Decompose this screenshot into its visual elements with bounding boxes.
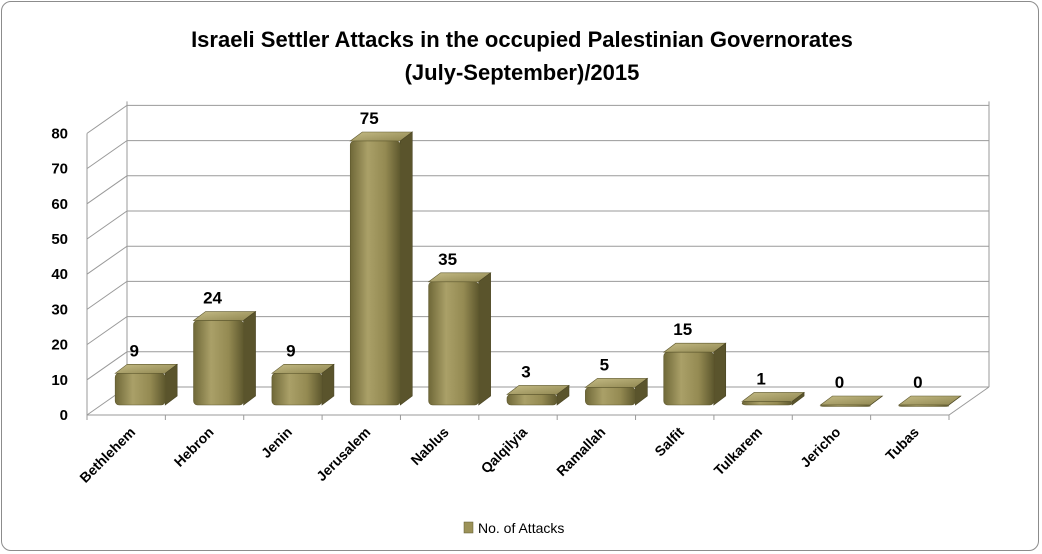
- category-label: Qalqilyia: [478, 424, 531, 477]
- category-label: Hebron: [171, 424, 217, 470]
- gridlines: [86, 101, 990, 420]
- category-label: Bethlehem: [76, 424, 138, 486]
- y-tick-label: 60: [51, 196, 68, 213]
- gridline: [86, 245, 989, 275]
- category-label: Jericho: [797, 424, 844, 471]
- y-axis-ticks: 0 10 20 30 40 50 60 70 80: [51, 125, 68, 424]
- data-label: 24: [203, 289, 222, 308]
- y-tick-label: 0: [60, 407, 68, 424]
- chart-title-line-2: (July-September)/2015: [405, 60, 640, 85]
- y-tick-label: 80: [51, 125, 68, 142]
- gridline: [86, 280, 989, 310]
- bar: [584, 377, 649, 406]
- gridline: [86, 104, 989, 134]
- gridline: [86, 210, 989, 240]
- legend-label: No. of Attacks: [478, 520, 564, 536]
- y-tick-label: 50: [51, 231, 68, 248]
- category-labels: Bethlehem Hebron Jenin Jerusalem Nablus Qalqi…: [76, 424, 922, 486]
- category-label: Tubas: [882, 424, 922, 464]
- bar: [427, 272, 492, 406]
- category-label: Jenin: [258, 424, 295, 461]
- y-tick-label: 40: [51, 266, 68, 283]
- bar: [349, 131, 414, 406]
- y-tick-label: 30: [51, 301, 68, 318]
- bar: [819, 395, 884, 407]
- data-label: 5: [600, 355, 609, 374]
- data-label: 15: [673, 320, 692, 339]
- gridline: [86, 140, 989, 170]
- category-label: Nablus: [407, 424, 451, 468]
- gridline: [86, 175, 989, 205]
- data-label: 9: [286, 341, 295, 360]
- chart-title-line-1: Israeli Settler Attacks in the occupied …: [191, 27, 853, 52]
- legend: No. of Attacks: [463, 520, 564, 536]
- y-tick-label: 70: [51, 161, 68, 178]
- bar: [192, 310, 257, 406]
- y-tick-label: 10: [51, 372, 68, 389]
- category-label: Tulkarem: [711, 424, 766, 479]
- data-label: 0: [913, 373, 922, 392]
- data-label: 1: [756, 369, 765, 388]
- y-tick-label: 20: [51, 337, 68, 354]
- data-label: 75: [360, 109, 379, 128]
- data-label: 35: [438, 250, 457, 269]
- legend-swatch: [463, 521, 474, 534]
- category-label: Salfit: [651, 424, 687, 460]
- bar: [114, 363, 179, 406]
- bar: [506, 384, 570, 406]
- category-label: Jerusalem: [313, 424, 373, 484]
- bar: [271, 363, 335, 406]
- bar: [897, 395, 962, 407]
- data-label: 0: [835, 373, 844, 392]
- bar: [741, 391, 805, 406]
- data-label: 3: [521, 362, 530, 381]
- category-label: Ramallah: [553, 424, 608, 479]
- bars: [114, 131, 962, 407]
- bar: [662, 342, 727, 406]
- data-label: 9: [129, 341, 138, 360]
